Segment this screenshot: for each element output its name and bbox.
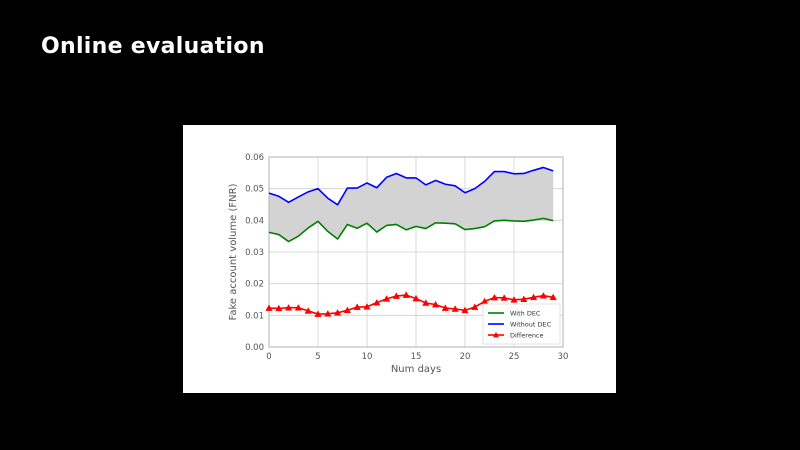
- legend-label: Difference: [510, 331, 544, 339]
- x-tick-label: 0: [266, 352, 271, 362]
- legend-label: Without DEC: [510, 320, 552, 328]
- series-difference: [265, 291, 557, 317]
- y-tick-labels: 0.00 0.01 0.02 0.03 0.04 0.05 0.06: [245, 153, 264, 353]
- data-point: [471, 303, 479, 310]
- y-axis-label: Fake account volume (FNR): [228, 183, 239, 320]
- y-tick-label: 0.05: [245, 185, 264, 195]
- data-point: [402, 291, 410, 298]
- legend: With DEC Without DEC Difference: [482, 303, 561, 345]
- data-point: [265, 304, 273, 311]
- data-point: [294, 304, 303, 311]
- data-point: [539, 291, 548, 299]
- data-point: [451, 305, 459, 312]
- data-point: [549, 293, 557, 301]
- y-tick-label: 0.03: [245, 248, 264, 258]
- plot-frame: [268, 156, 564, 348]
- data-point: [520, 295, 528, 302]
- data-point: [412, 294, 420, 302]
- fill-between-area: [269, 167, 554, 242]
- data-point: [275, 304, 283, 312]
- x-tick-labels: 0 5 10 15 20 25 30: [266, 352, 568, 362]
- data-point: [461, 306, 469, 314]
- x-axis-label: Num days: [391, 364, 441, 375]
- x-tick-label: 10: [362, 352, 373, 362]
- data-point: [500, 294, 508, 301]
- y-tick-label: 0.00: [245, 343, 264, 353]
- x-tick-label: 25: [509, 352, 520, 362]
- series-without-dec: [268, 166, 554, 206]
- data-point: [363, 303, 371, 310]
- data-point: [284, 304, 293, 311]
- legend-label: With DEC: [510, 309, 541, 317]
- x-tick-label: 15: [411, 352, 422, 362]
- data-point: [324, 310, 332, 317]
- fnr-line-chart: 0 5 10 15 20 25 30 0.000.010.020.030.040.050.0…: [228, 153, 568, 375]
- data-point: [382, 295, 391, 302]
- legend-marker: [493, 332, 499, 338]
- slide-title: Online evaluation: [41, 34, 265, 59]
- y-tick-label: 0.02: [245, 280, 264, 290]
- data-point: [314, 310, 322, 317]
- series-line-without-dec: [268, 166, 554, 206]
- y-tick-label: 0.06: [245, 153, 264, 163]
- x-tick-label: 20: [460, 352, 471, 362]
- data-point: [422, 299, 430, 306]
- chart-figure: 0 5 10 15 20 25 30 0.00 0.01 0.02 0.03 0.04 0.05 0.0…: [183, 125, 616, 393]
- series-with-dec: [268, 217, 554, 243]
- data-point: [510, 296, 518, 303]
- data-point: [431, 300, 440, 308]
- y-tick-label: 0.04: [245, 216, 264, 226]
- y-tick-label: 0.01: [245, 311, 264, 321]
- data-point: [333, 309, 342, 316]
- data-point: [490, 293, 499, 301]
- x-tick-label: 30: [558, 352, 569, 362]
- data-point: [529, 293, 538, 301]
- data-point: [353, 303, 361, 310]
- data-point: [392, 292, 401, 299]
- series-layer: [265, 166, 557, 317]
- series-line-with-dec: [268, 217, 554, 243]
- data-point: [343, 306, 352, 314]
- x-tick-label: 5: [315, 352, 320, 362]
- data-point: [373, 298, 381, 306]
- data-point: [441, 304, 450, 311]
- data-point: [304, 307, 312, 314]
